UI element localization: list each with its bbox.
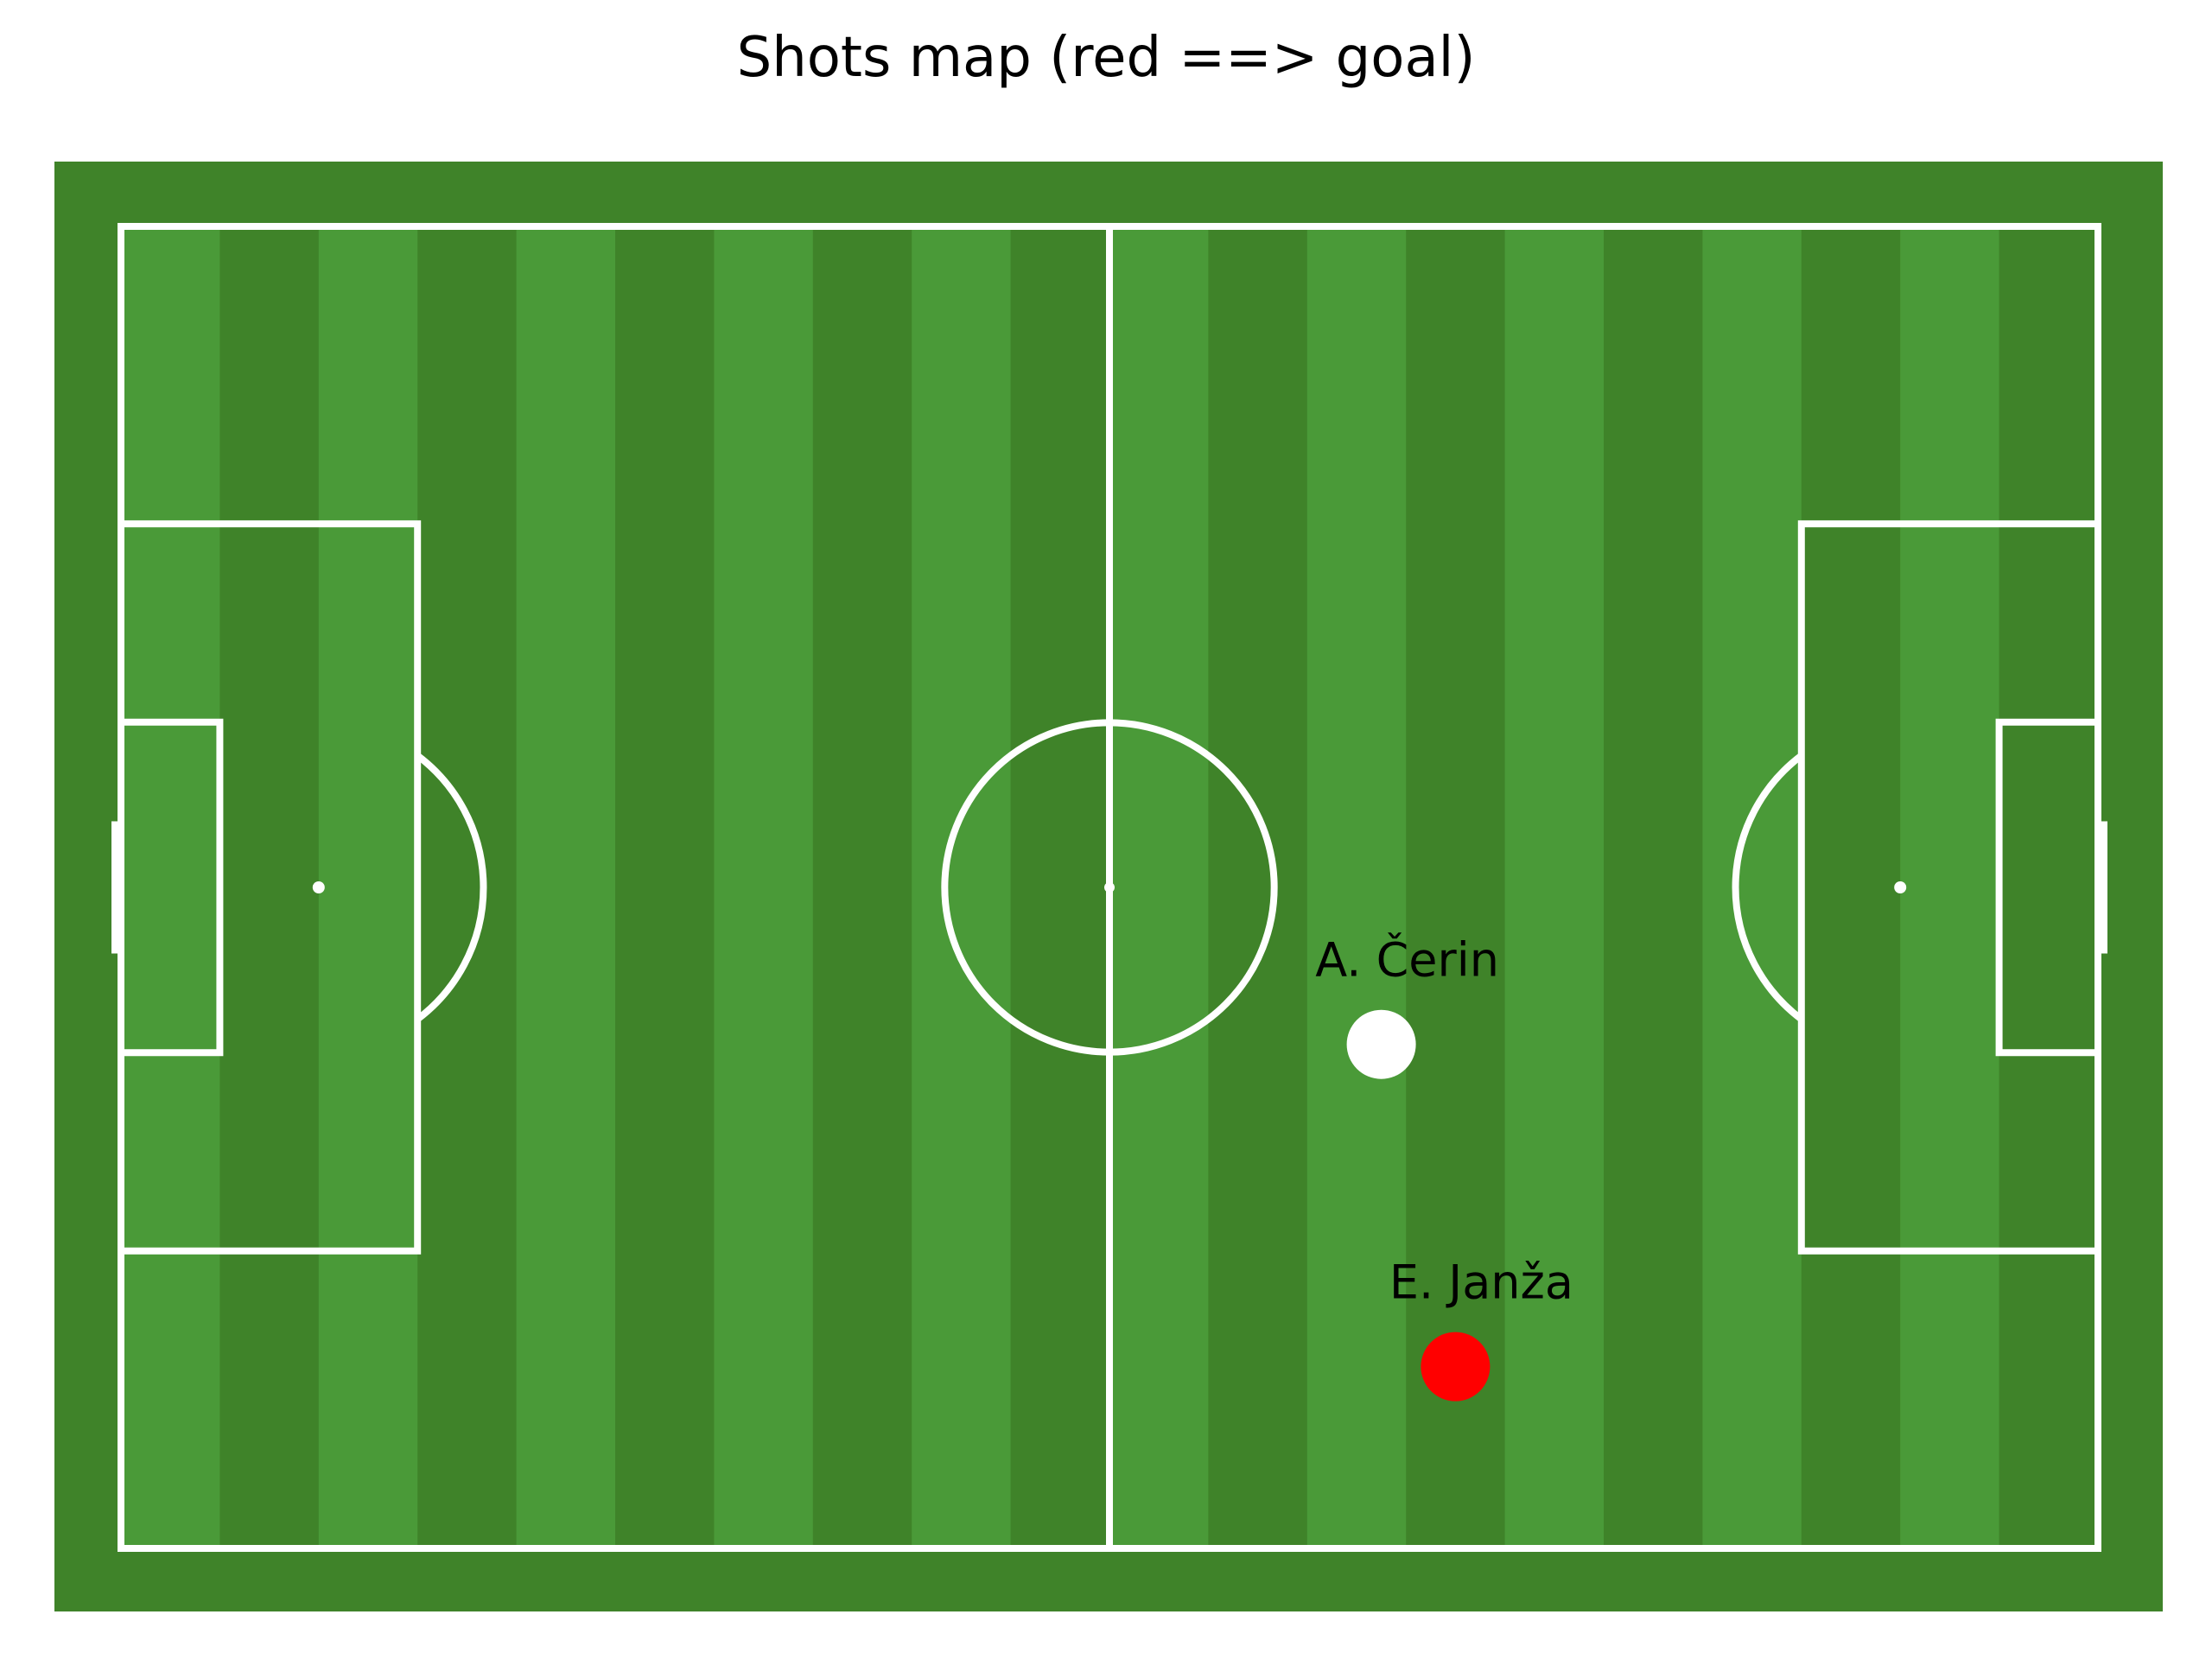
grass-stripe: [615, 226, 715, 1548]
grass-stripe: [1010, 226, 1110, 1548]
centre-spot: [1104, 882, 1115, 893]
grass-stripe: [1801, 226, 1901, 1548]
shot-marker: [1421, 1332, 1491, 1402]
grass-stripe: [1504, 226, 1605, 1548]
left-penalty-spot: [312, 881, 325, 893]
shot-player-label: A. Čerin: [1315, 933, 1499, 988]
grass-stripe: [812, 226, 912, 1548]
right-penalty-arc: [1732, 753, 1804, 1022]
grass-stripe: [1702, 226, 1802, 1548]
grass-stripe: [121, 226, 220, 1548]
grass-stripe: [1604, 226, 1703, 1548]
grass-stripe: [1406, 226, 1506, 1548]
left-penalty-arc: [415, 753, 487, 1022]
grass-stripe: [1900, 226, 2000, 1548]
right-goal: [2095, 821, 2107, 954]
grass-stripe: [714, 226, 814, 1548]
pitch-lines: [111, 223, 2107, 1552]
chart-title: Shots map (red ==> goal): [736, 26, 1476, 90]
right-penalty-spot: [1894, 881, 1907, 893]
grass-stripe: [318, 226, 418, 1548]
grass-stripe: [1208, 226, 1308, 1548]
left-goal: [111, 821, 124, 954]
grass-stripe: [1306, 226, 1407, 1548]
centre-circle: [941, 719, 1278, 1056]
shots-layer: A. Čerin E. Janža: [1315, 933, 1573, 1402]
grass-stripe: [219, 226, 320, 1548]
grass-stripe: [1109, 226, 1209, 1548]
shot-player-label: E. Janža: [1389, 1255, 1573, 1310]
grass-stripe: [912, 226, 1012, 1548]
shot-marker: [1346, 1009, 1416, 1079]
grass-stripe: [417, 226, 518, 1548]
grass-stripe: [1999, 226, 2099, 1548]
grass-stripe: [516, 226, 616, 1548]
